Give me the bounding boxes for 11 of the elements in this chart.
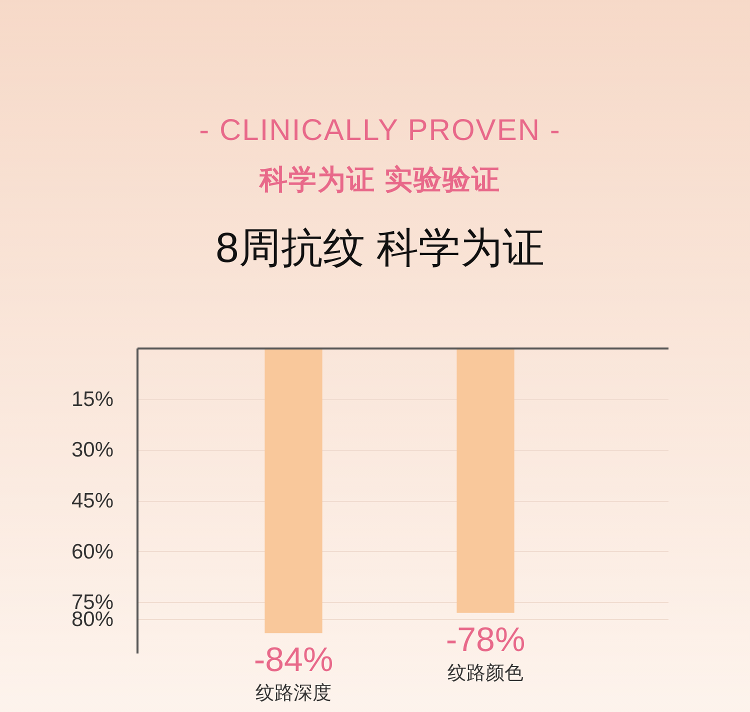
y-tick-label: 15% — [71, 388, 114, 411]
y-tick-label: 30% — [71, 438, 114, 462]
data-label: -78% — [446, 620, 526, 659]
y-tick-label: 60% — [71, 540, 114, 564]
x-tick-label: 纹路颜色 — [448, 662, 524, 684]
y-tick-label: 45% — [71, 490, 114, 512]
chart-title: 8周抗纹 科学为证 — [215, 223, 545, 273]
data-label: -84% — [254, 641, 334, 680]
text: - CLINICALLY PROVEN - — [199, 113, 561, 149]
text: 科学为证 实验验证 — [260, 163, 500, 197]
x-tick-label: 纹路深度 — [256, 682, 332, 704]
